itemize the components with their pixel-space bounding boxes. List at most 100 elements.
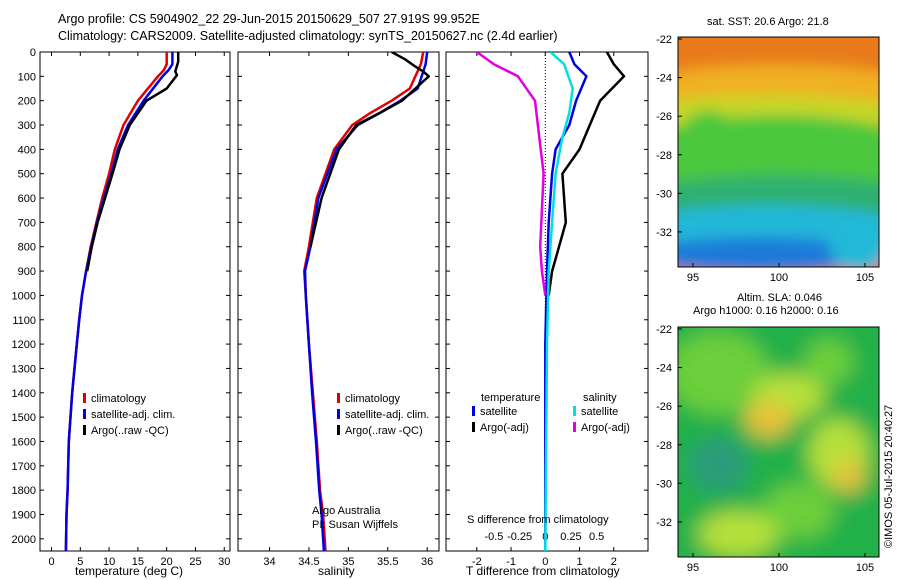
y-tick-label: 900 — [18, 266, 36, 278]
map-y-tick-label: -22 — [656, 34, 672, 46]
credit-line: PI: Susan Wijffels — [312, 519, 398, 531]
y-tick-label: 1400 — [12, 388, 36, 400]
map-y-tick-label: -30 — [656, 188, 672, 200]
x-tick-label: 0 — [542, 556, 548, 568]
legend-label: satellite — [581, 406, 619, 418]
sst-blob — [678, 237, 879, 267]
temperature-series — [64, 52, 180, 551]
legend-label: Argo(-adj) — [581, 422, 630, 434]
sla-blob — [804, 338, 853, 385]
y-tick-label: 800 — [18, 242, 36, 254]
legend-swatch-argo — [83, 425, 86, 435]
legend-swatch-argo — [337, 425, 340, 435]
map-x-tick-label: 95 — [687, 272, 699, 284]
sla-blob — [688, 437, 749, 493]
salinity-legend: climatology satellite-adj. clim. Argo(..… — [337, 393, 429, 441]
legend-label: satellite-adj. clim. — [91, 409, 176, 421]
sst-map — [677, 36, 880, 268]
legend-label: Argo(-adj) — [480, 422, 529, 434]
x-tick-label: 34 — [263, 556, 275, 568]
difference-xlabel: T difference from climatology — [466, 564, 620, 578]
s-difference-label: S difference from climatology — [467, 514, 609, 526]
series-argo — [309, 52, 431, 247]
legend-swatch-clim — [337, 393, 340, 403]
x-tick-label: 15 — [132, 556, 144, 568]
legend-swatch-clim — [83, 393, 86, 403]
series-sat — [544, 52, 588, 551]
y-tick-label: 200 — [18, 96, 36, 108]
x-tick-label: 25 — [189, 556, 201, 568]
legend-label: climatology — [345, 393, 401, 405]
y-tick-label: 700 — [18, 217, 36, 229]
legend-heading-temperature: temperature — [481, 392, 541, 404]
map-y-tick-label: -26 — [656, 111, 672, 123]
legend-swatch-sat — [337, 409, 340, 419]
legend-label: climatology — [91, 393, 147, 405]
top-tick-label: -0.5 — [484, 531, 503, 543]
temperature-panel — [39, 51, 231, 552]
sst-map-title: sat. SST: 20.6 Argo: 21.8 — [707, 16, 829, 28]
legend-label: satellite — [480, 406, 518, 418]
sla-map — [677, 326, 880, 558]
salinity-series — [302, 52, 431, 551]
map-y-tick-label: -28 — [656, 440, 672, 452]
series-magenta — [476, 52, 547, 296]
x-tick-label: 36 — [421, 556, 433, 568]
imos-stamp: ©IMOS 05-Jul-2015 20:40:27 — [883, 404, 895, 548]
series-cyan — [544, 52, 574, 551]
y-tick-label: 1800 — [12, 485, 36, 497]
series-argo — [547, 52, 626, 296]
map-y-tick-label: -28 — [656, 150, 672, 162]
map-y-tick-label: -32 — [656, 227, 672, 239]
map-y-tick-label: -26 — [656, 401, 672, 413]
differences-series — [476, 52, 626, 551]
profile-title: Argo profile: CS 5904902_22 29-Jun-2015 … — [58, 12, 480, 26]
y-tick-label: 600 — [18, 193, 36, 205]
sla-map-title-2: Argo h1000: 0.16 h2000: 0.16 — [693, 305, 839, 317]
sla-field — [678, 327, 879, 557]
map-x-tick-label: 95 — [687, 562, 699, 574]
legend-swatch-sat — [83, 409, 86, 419]
sst-blob — [684, 110, 733, 148]
map-y-tick-label: -24 — [656, 363, 672, 375]
x-tick-label: 35 — [342, 556, 354, 568]
salinity-panel — [237, 51, 440, 552]
top-tick-label: 0.25 — [560, 531, 581, 543]
x-tick-label: 20 — [161, 556, 173, 568]
sst-blob — [828, 216, 879, 267]
climatology-title: Climatology: CARS2009. Satellite-adjuste… — [58, 29, 558, 43]
y-tick-label: 1600 — [12, 436, 36, 448]
sla-map-title-1: Altim. SLA: 0.046 — [737, 292, 822, 304]
legend-label: satellite-adj. clim. — [345, 409, 430, 421]
top-tick-label: 0.5 — [589, 531, 604, 543]
y-tick-label: 100 — [18, 71, 36, 83]
credits: Argo Australia PI: Susan Wijffels — [312, 504, 398, 532]
x-tick-label: 5 — [77, 556, 83, 568]
y-tick-label: 1000 — [12, 290, 36, 302]
map-x-tick-label: 105 — [856, 562, 874, 574]
y-tick-label: 2000 — [12, 534, 36, 546]
x-tick-label: 2 — [611, 556, 617, 568]
sla-blob — [698, 511, 779, 557]
x-tick-label: 35.5 — [377, 556, 398, 568]
credit-line: Argo Australia — [312, 505, 381, 517]
temperature-xlabel: temperature (deg C) — [75, 564, 184, 578]
sst-field — [678, 37, 879, 267]
y-tick-label: 500 — [18, 169, 36, 181]
x-tick-label: 34.5 — [298, 556, 319, 568]
sla-blob — [762, 483, 835, 539]
sla-blob — [832, 460, 865, 493]
y-tick-label: 1900 — [12, 509, 36, 521]
sla-blob — [678, 331, 769, 415]
x-tick-label: -1 — [506, 556, 516, 568]
map-y-tick-label: -30 — [656, 478, 672, 490]
x-tick-label: 30 — [218, 556, 230, 568]
x-tick-label: 10 — [103, 556, 115, 568]
x-tick-label: 1 — [576, 556, 582, 568]
legend-heading-salinity: salinity — [583, 392, 617, 404]
legend-label: Argo(..raw -QC) — [91, 425, 169, 437]
map-y-tick-label: -32 — [656, 517, 672, 529]
x-tick-label: -2 — [472, 556, 482, 568]
legend-label: Argo(..raw -QC) — [345, 425, 423, 437]
